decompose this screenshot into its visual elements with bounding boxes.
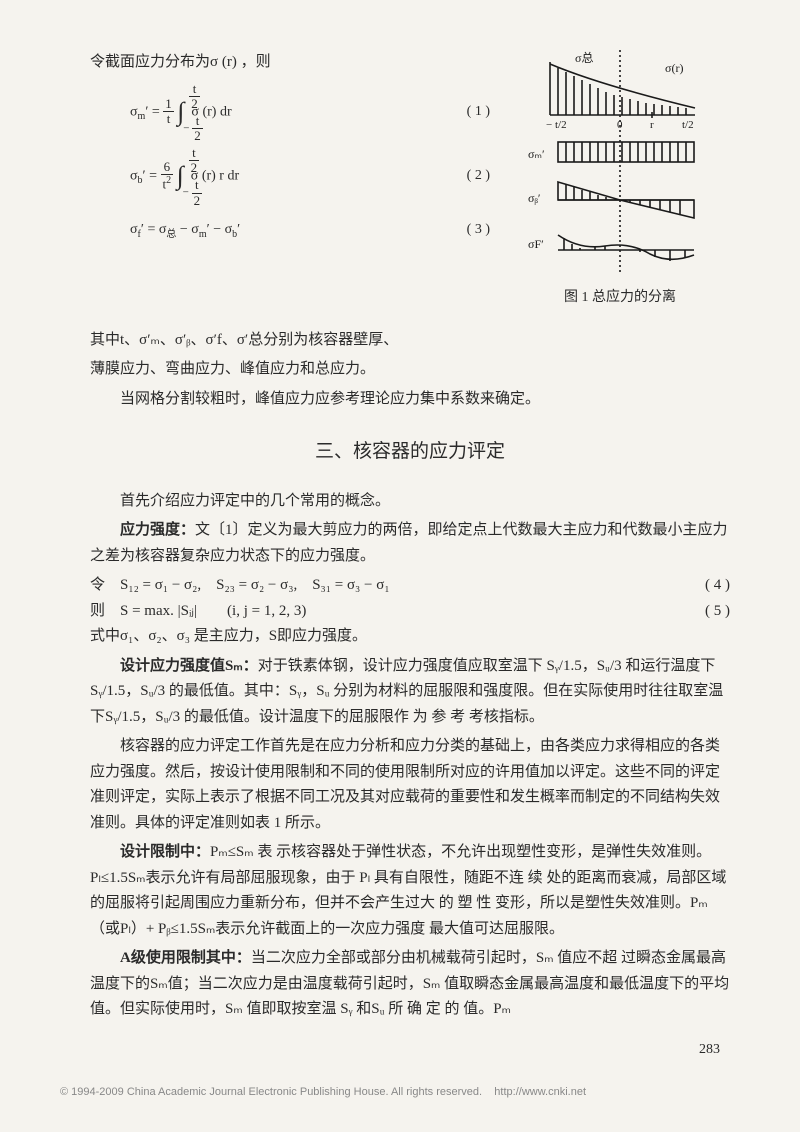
s3-p7-bold: A级使用限制其中： bbox=[120, 950, 251, 966]
figure-1-caption: 图 1 总应力的分离 bbox=[510, 286, 730, 310]
s3-p7: A级使用限制其中：当二次应力全部或部分由机械载荷引起时，Sₘ 值应不超 过瞬态金… bbox=[90, 946, 730, 1023]
footer-url: http://www.cnki.net bbox=[494, 1086, 586, 1098]
after-eq-line-2: 薄膜应力、弯曲应力、峰值应力和总应力。 bbox=[90, 357, 730, 383]
figure-column: σ总 σ(r) − t/2 0 r t/2 σₘ′ σᵦ′ bbox=[510, 50, 730, 310]
label-sigma-f: σF′ bbox=[528, 237, 544, 251]
eq3-body: σf′ = σ总 − σm′ − σb′ bbox=[90, 218, 430, 243]
s3-p4-bold: 设计应力强度值Sₘ： bbox=[120, 658, 258, 674]
footer: © 1994-2009 China Academic Journal Elect… bbox=[60, 1083, 586, 1102]
equations-column: 令截面应力分布为σ (r) ，则 σm′ = 1t ∫t2− t2 σ (r) … bbox=[90, 50, 490, 310]
eq4-lhs: 令 S₁₂ = σ₁ − σ₂, S₂₃ = σ₂ − σ₃, S₃₁ = σ₃… bbox=[90, 573, 670, 599]
label-sigma-b: σᵦ′ bbox=[528, 191, 541, 205]
eq4-number: ( 4 ) bbox=[670, 573, 730, 599]
s3-p1: 首先介绍应力评定中的几个常用的概念。 bbox=[90, 489, 730, 515]
eq5-number: ( 5 ) bbox=[670, 599, 730, 625]
eq3-number: ( 3 ) bbox=[430, 218, 490, 242]
s3-p5: 核容器的应力评定工作首先是在应力分析和应力分类的基础上，由各类应力求得相应的各类… bbox=[90, 734, 730, 836]
s3-p2: 应力强度：文〔1〕定义为最大剪应力的两倍，即给定点上代数最大主应力和代数最小主应… bbox=[90, 518, 730, 569]
label-sigma-m: σₘ′ bbox=[528, 147, 545, 161]
equation-2: σb′ = 6t2 ∫t2− t2 σ (r) r dr ( 2 ) bbox=[90, 154, 490, 198]
s3-p4: 设计应力强度值Sₘ：对于铁素体钢，设计应力强度值应取室温下 Sᵧ/1.5，Sᵤ/… bbox=[90, 654, 730, 731]
label-neg-t2: − t/2 bbox=[546, 119, 567, 131]
equation-3: σf′ = σ总 − σm′ − σb′ ( 3 ) bbox=[90, 218, 490, 243]
equation-1: σm′ = 1t ∫t2− t2 σ (r) dr ( 1 ) bbox=[90, 90, 490, 134]
footer-copyright: © 1994-2009 China Academic Journal Elect… bbox=[60, 1086, 482, 1098]
s3-p6-bold: 设计限制中： bbox=[120, 844, 210, 860]
s3-p3: 式中σ₁、σ₂、σ₃ 是主应力，S即应力强度。 bbox=[90, 624, 730, 650]
equation-4: 令 S₁₂ = σ₁ − σ₂, S₂₃ = σ₂ − σ₃, S₃₁ = σ₃… bbox=[90, 573, 730, 599]
label-zero: 0 bbox=[617, 119, 623, 131]
s3-p2-bold: 应力强度： bbox=[120, 522, 195, 538]
intro-line: 令截面应力分布为σ (r) ，则 bbox=[90, 50, 490, 76]
eq2-body: σb′ = 6t2 ∫t2− t2 σ (r) r dr bbox=[90, 154, 430, 198]
section-3-title: 三、核容器的应力评定 bbox=[90, 436, 730, 468]
eq2-number: ( 2 ) bbox=[430, 164, 490, 188]
figure-1-svg: σ总 σ(r) − t/2 0 r t/2 σₘ′ σᵦ′ bbox=[510, 50, 720, 280]
eq1-number: ( 1 ) bbox=[430, 100, 490, 124]
label-r: r bbox=[650, 119, 654, 131]
eq5-lhs: 则 S = max. |Sᵢⱼ| (i, j = 1, 2, 3) bbox=[90, 599, 670, 625]
after-eq-line-3: 当网格分割较粗时，峰值应力应参考理论应力集中系数来确定。 bbox=[90, 387, 730, 413]
page-number: 283 bbox=[699, 1038, 720, 1062]
label-sigma-r: σ(r) bbox=[665, 61, 683, 75]
after-eq-line-1: 其中t、σ′ₘ、σ′ᵦ、σ′f、σ′总分别为核容器壁厚、 bbox=[90, 328, 730, 354]
top-section: 令截面应力分布为σ (r) ，则 σm′ = 1t ∫t2− t2 σ (r) … bbox=[90, 50, 730, 310]
label-pos-t2: t/2 bbox=[682, 119, 694, 131]
label-sigma-total: σ总 bbox=[575, 51, 593, 65]
s3-p6: 设计限制中：Pₘ≤Sₘ 表 示核容器处于弹性状态，不允许出现塑性变形，是弹性失效… bbox=[90, 840, 730, 942]
equation-5: 则 S = max. |Sᵢⱼ| (i, j = 1, 2, 3) ( 5 ) bbox=[90, 599, 730, 625]
eq1-body: σm′ = 1t ∫t2− t2 σ (r) dr bbox=[90, 90, 430, 134]
